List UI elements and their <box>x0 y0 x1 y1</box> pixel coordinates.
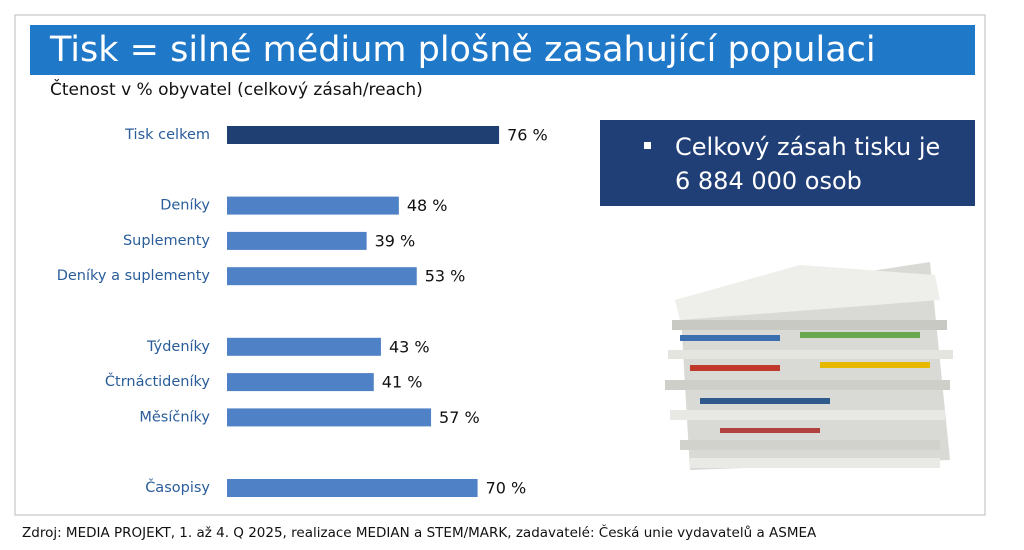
subtitle: Čtenost v % obyvatel (celkový zásah/reac… <box>50 78 423 100</box>
value-label: 41 % <box>382 373 423 392</box>
chart-title: Tisk = silné médium plošně zasahující po… <box>49 30 876 70</box>
title-bar <box>30 25 975 75</box>
category-label: Suplementy <box>123 233 210 249</box>
callout-box <box>600 120 975 206</box>
category-label: Tisk celkem <box>124 127 210 143</box>
bullet <box>644 142 651 149</box>
bar <box>227 373 374 392</box>
value-label: 53 % <box>425 267 466 286</box>
bar <box>227 479 478 497</box>
bar <box>227 126 500 144</box>
category-label: Časopisy <box>145 478 210 496</box>
source-note: Zdroj: MEDIA PROJEKT, 1. až 4. Q 2025, r… <box>22 523 817 541</box>
callout-line: 6 884 000 osob <box>675 167 862 195</box>
value-label: 57 % <box>439 408 480 427</box>
category-label: Měsíčníky <box>139 409 210 425</box>
value-label: 76 % <box>507 126 548 145</box>
category-label: Deníky <box>160 198 210 214</box>
bar <box>227 267 417 286</box>
bar <box>227 231 367 250</box>
callout-line: Celkový zásah tisku je <box>675 133 940 161</box>
newspaper-stack <box>665 262 953 470</box>
category-label: Čtrnáctideníky <box>105 372 211 390</box>
value-label: 39 % <box>375 231 416 250</box>
category-label: Týdeníky <box>146 339 210 355</box>
bar <box>227 196 399 215</box>
bar <box>227 408 432 427</box>
value-label: 48 % <box>407 196 448 215</box>
bar <box>227 337 381 356</box>
value-label: 70 % <box>486 479 527 498</box>
category-label: Deníky a suplementy <box>57 268 211 284</box>
value-label: 43 % <box>389 337 430 356</box>
